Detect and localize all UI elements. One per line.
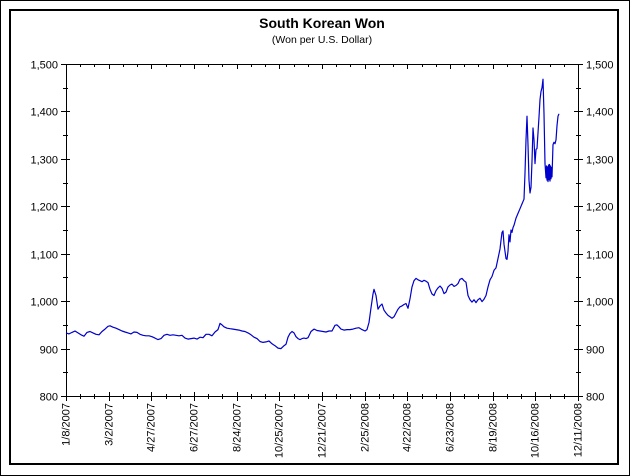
y-axis-label-right: 800 [586, 392, 604, 404]
x-axis-date-label: 6/27/2007 [189, 403, 201, 452]
y-axis-label-right: 1,500 [586, 60, 614, 72]
chart-title: South Korean Won [259, 15, 385, 31]
axis-frame [66, 64, 579, 397]
y-axis-label-right: 1,000 [586, 297, 614, 309]
y-axis-label-left: 1,400 [30, 107, 58, 119]
x-axis-date-label: 3/2/2007 [104, 403, 116, 446]
y-axis-label-right: 1,200 [586, 202, 614, 214]
y-axis-label-right: 1,400 [586, 107, 614, 119]
x-axis-date-label: 12/21/2007 [317, 403, 329, 458]
x-axis-date-label: 10/16/2008 [530, 403, 542, 458]
x-axis-date-label: 4/22/2008 [402, 403, 414, 452]
chart-subtitle: (Won per U.S. Dollar) [271, 34, 373, 46]
chart-border-frame [9, 9, 619, 465]
x-axis-date-label: 12/11/2008 [573, 403, 585, 457]
x-axis-date-label: 8/24/2007 [232, 403, 244, 452]
y-axis-label-left: 1,000 [30, 297, 58, 309]
y-axis-label-left: 1,100 [30, 250, 58, 262]
x-axis-date-label: 10/25/2007 [274, 403, 286, 458]
y-axis-label-left: 1,500 [30, 60, 58, 72]
exchange-rate-line [65, 78, 560, 350]
x-axis-date-label: 8/19/2008 [488, 403, 500, 452]
y-axis-label-right: 900 [586, 345, 604, 357]
x-axis-date-label: 1/8/2007 [61, 403, 73, 446]
y-axis-label-right: 1,300 [586, 155, 614, 167]
y-axis-label-right: 1,100 [586, 250, 614, 262]
y-axis-label-left: 800 [40, 392, 58, 404]
y-axis-label-left: 1,300 [30, 155, 58, 167]
x-axis-date-label: 2/25/2008 [360, 403, 372, 452]
y-axis-label-left: 1,200 [30, 202, 58, 214]
x-axis-date-label: 6/23/2008 [445, 403, 457, 452]
x-axis-date-label: 4/27/2007 [146, 403, 158, 452]
y-axis-label-left: 900 [40, 345, 58, 357]
